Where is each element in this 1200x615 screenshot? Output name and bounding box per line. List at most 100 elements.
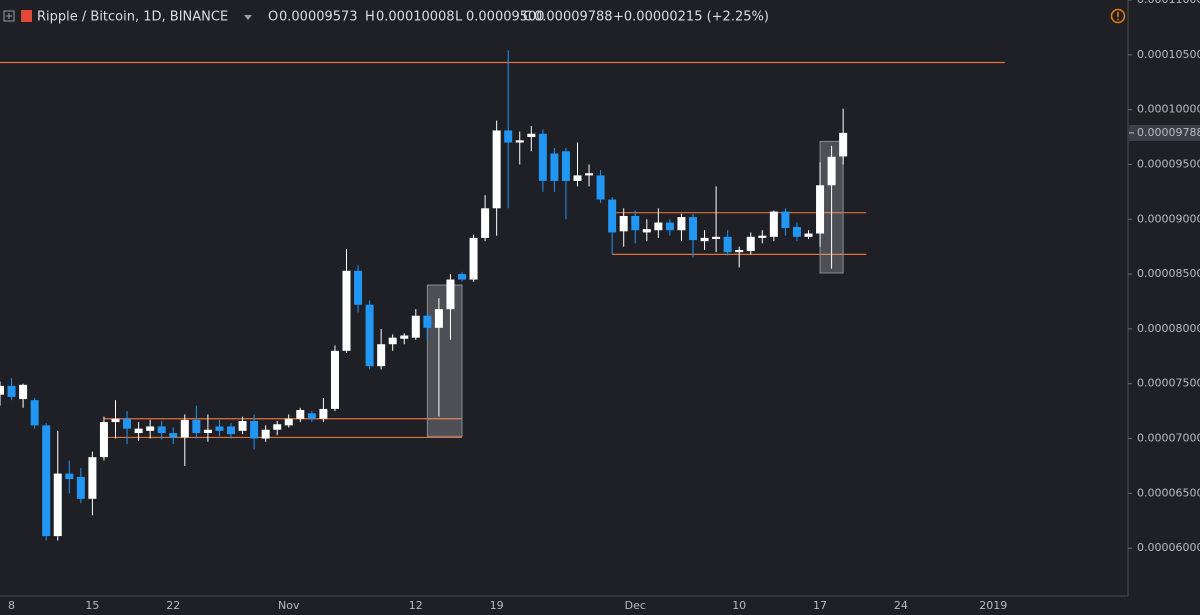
candle-body: [215, 426, 224, 431]
candle-body: [319, 408, 328, 419]
y-tick-label: 0.00010000: [1137, 103, 1200, 116]
candle-body: [76, 476, 85, 499]
candle-body: [30, 400, 39, 426]
candle-body: [481, 208, 490, 238]
y-tick-label: 0.00009500: [1137, 157, 1200, 170]
highlight-box: [426, 284, 463, 437]
alert-icon[interactable]: [1110, 8, 1126, 24]
candle-body: [342, 270, 351, 351]
candle-body: [446, 279, 455, 310]
layout-icon[interactable]: [3, 10, 15, 22]
candle-body: [227, 426, 235, 435]
candle-body: [354, 270, 363, 305]
ohlc-value: 0.00009788: [534, 10, 613, 25]
ohlc-value: 0.00010008: [376, 10, 455, 25]
candle-body: [816, 185, 825, 234]
last-price-box: [1129, 124, 1200, 141]
candle-body: [827, 156, 836, 186]
x-tick-label: Dec: [625, 599, 646, 612]
candle-body: [273, 424, 282, 430]
candle-body: [631, 215, 640, 231]
alert-icon-dot: [1117, 18, 1119, 21]
candle-body: [192, 419, 201, 434]
candle-body: [596, 175, 605, 200]
candle-body: [7, 385, 16, 397]
candle-body: [42, 425, 51, 537]
candle-body: [169, 433, 178, 438]
candle-body: [573, 175, 582, 181]
x-tick-label: 12: [409, 599, 423, 612]
candle-body: [746, 236, 755, 252]
candle-body: [492, 130, 501, 209]
candle-body: [527, 133, 536, 138]
candle-body: [53, 473, 62, 537]
y-tick-label: 0.00006000: [1137, 541, 1200, 554]
y-tick-label: 0.00011000: [1137, 0, 1200, 6]
ohlc-value: 0.00009500: [466, 10, 545, 25]
ohlc-key: H: [365, 10, 375, 25]
candle-body: [550, 153, 559, 181]
ohlc-value: 0.00009573: [279, 10, 358, 25]
candle-body: [689, 217, 697, 241]
candle-body: [238, 420, 247, 431]
candle-body: [700, 237, 709, 242]
candle-body: [261, 429, 270, 439]
candle-body: [769, 211, 778, 237]
candle-body: [0, 385, 4, 395]
candle-body: [250, 420, 259, 439]
candle-body: [792, 226, 801, 237]
candle-body: [411, 315, 420, 338]
y-tick-label: 0.00008500: [1137, 267, 1200, 280]
candle-body: [642, 229, 651, 233]
candle-body: [296, 410, 305, 419]
candle-body: [723, 236, 732, 253]
candle-body: [365, 304, 374, 367]
candle-body: [712, 236, 721, 239]
y-tick-label: 0.00007000: [1137, 432, 1200, 445]
candle-body: [330, 350, 339, 409]
candle-body: [88, 457, 97, 499]
candle-body: [377, 344, 386, 367]
x-tick-label: 8: [8, 599, 15, 612]
candle-body: [735, 249, 744, 253]
candle-body: [388, 337, 397, 345]
candle-body: [804, 233, 813, 237]
candle-body: [134, 428, 143, 434]
candle-body: [585, 173, 594, 176]
candle-body: [123, 418, 132, 429]
y-tick-label: 0.00009000: [1137, 212, 1200, 225]
candle-body: [458, 274, 466, 280]
ohlc-key: L: [455, 10, 463, 25]
candle-body: [19, 384, 28, 400]
candle-body: [619, 215, 628, 232]
change: +0.00000215 (+2.25%): [613, 10, 769, 25]
candle-body: [839, 132, 848, 157]
y-tick-label: 0.00010500: [1137, 48, 1200, 61]
y-tick-label: 0.00007500: [1137, 377, 1200, 390]
candle-body: [561, 151, 570, 181]
x-tick-label: 22: [166, 599, 180, 612]
candle-body: [65, 473, 74, 480]
candle-body: [781, 211, 790, 229]
x-tick-label: 2019: [979, 599, 1007, 612]
x-tick-label: Nov: [278, 599, 300, 612]
x-tick-label: 17: [813, 599, 827, 612]
ohlc-key: C: [523, 10, 532, 25]
y-tick-label: 0.00006500: [1137, 486, 1200, 499]
dropdown-arrow[interactable]: [244, 15, 252, 20]
candle-body: [677, 217, 686, 231]
candle-body: [665, 222, 674, 231]
header: Ripple / Bitcoin, 1D, BINANCE O 0.0000957…: [3, 8, 1126, 25]
candle-body: [400, 335, 409, 339]
symbol-title[interactable]: Ripple / Bitcoin, 1D, BINANCE: [37, 10, 228, 25]
candle-body: [307, 413, 316, 419]
candle-body: [111, 418, 120, 423]
candle-body: [538, 133, 547, 181]
candle-body: [180, 419, 189, 438]
candle-body: [146, 426, 155, 431]
x-tick-label: 15: [85, 599, 99, 612]
